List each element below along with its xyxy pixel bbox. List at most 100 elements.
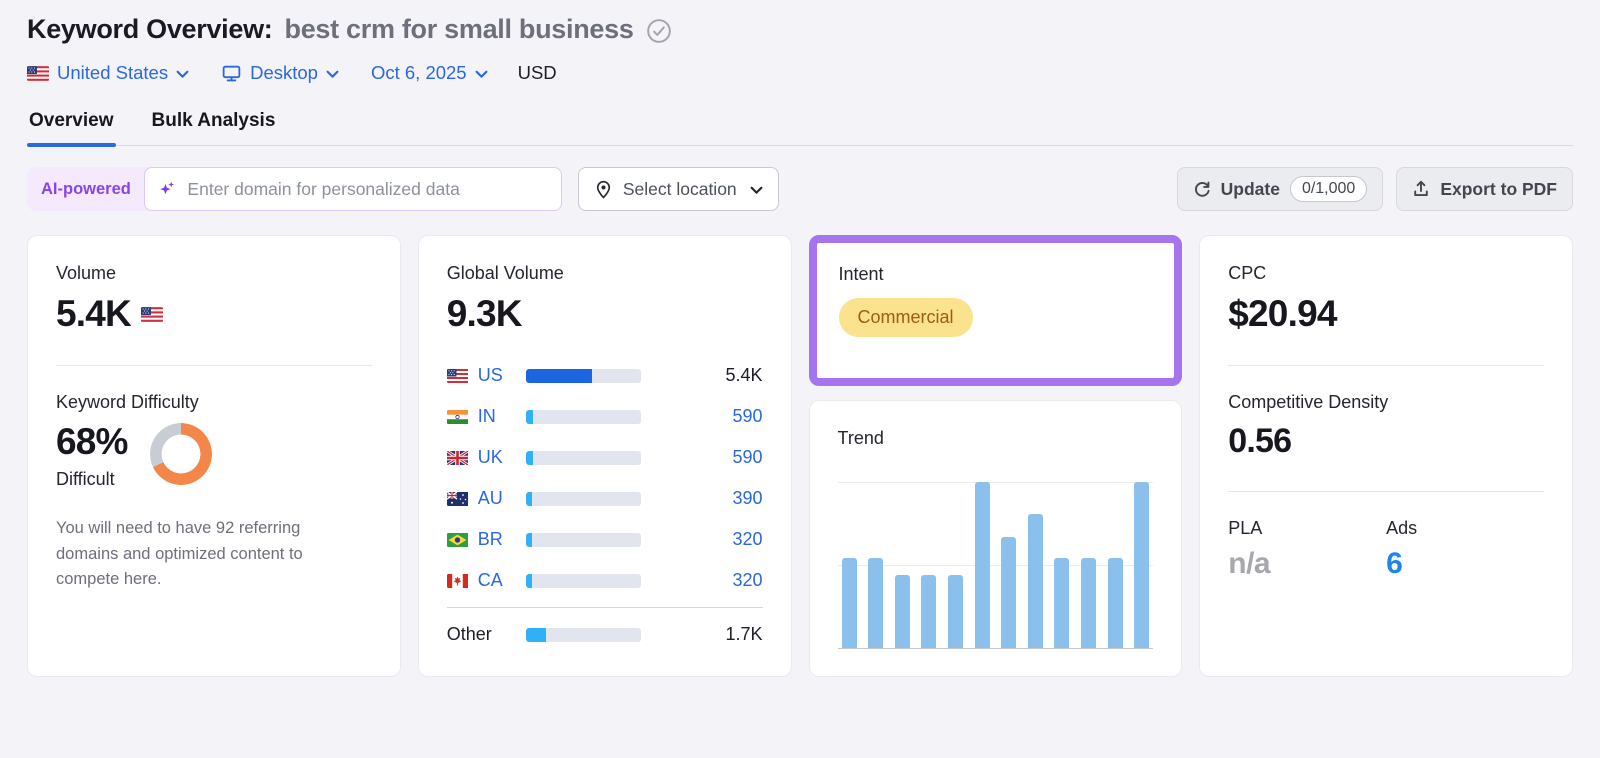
cpc-value: $20.94 — [1228, 293, 1337, 334]
select-location-button[interactable]: Select location — [577, 167, 779, 211]
tab-overview[interactable]: Overview — [27, 110, 116, 147]
trend-bar — [1027, 513, 1043, 648]
trend-label: Trend — [837, 428, 884, 448]
ads-label: Ads — [1386, 518, 1418, 538]
ca-flag-icon — [446, 573, 478, 588]
metrics-grid: Volume 5.4K Keyword Difficulty 68% Diffi… — [27, 235, 1573, 677]
filter-bar: United States Desktop Oct 6, 2025 USD — [27, 62, 1573, 84]
volume-bar — [525, 368, 641, 383]
country-code[interactable]: IN — [477, 406, 496, 426]
volume-bar — [525, 450, 641, 465]
volume-bar-fill — [525, 450, 533, 465]
country-volume-row: US 5.4K — [446, 355, 763, 396]
volume-bar — [525, 409, 641, 424]
export-icon — [1414, 180, 1429, 197]
country-volume-row: IN 590 — [446, 396, 763, 437]
cpc-card: CPC $20.94 Competitive Density 0.56 PLA … — [1199, 235, 1573, 677]
update-label: Update — [1220, 178, 1280, 199]
chevron-down-icon — [475, 70, 488, 78]
trend-bar — [974, 482, 990, 648]
country-volume-value[interactable]: 590 — [732, 406, 763, 426]
difficulty-value: 68% — [56, 421, 128, 462]
country-selector[interactable]: United States — [27, 62, 189, 84]
country-code[interactable]: AU — [477, 488, 503, 508]
export-to-pdf-button[interactable]: Export to PDF — [1396, 167, 1573, 211]
ads-value[interactable]: 6 — [1386, 547, 1403, 580]
au-flag-icon — [446, 491, 478, 506]
update-button[interactable]: Update 0/1,000 — [1176, 167, 1384, 211]
update-quota-badge: 0/1,000 — [1289, 176, 1368, 202]
keyword-text: best crm for small business — [284, 14, 634, 44]
volume-bar-fill — [525, 368, 593, 383]
gridline — [837, 482, 1154, 483]
divider — [1228, 491, 1544, 492]
country-code[interactable]: UK — [477, 447, 503, 467]
country-volume-value[interactable]: 320 — [732, 529, 763, 549]
difficulty-rating: Difficult — [56, 469, 115, 489]
device-selector[interactable]: Desktop — [221, 62, 339, 84]
page-title: Keyword Overview: — [27, 14, 273, 44]
intent-trend-column: Intent Commercial Trend — [808, 235, 1183, 677]
br-flag-icon — [446, 532, 478, 547]
trend-bars — [841, 482, 1150, 648]
divider — [446, 607, 763, 608]
country-volume-value: 1.7K — [725, 624, 763, 644]
volume-bar — [525, 573, 641, 588]
volume-bar-fill — [525, 627, 547, 642]
intent-badge-commercial[interactable]: Commercial — [838, 298, 973, 337]
country-code[interactable]: CA — [477, 570, 503, 590]
country-code[interactable]: US — [477, 365, 503, 385]
country-code[interactable]: BR — [477, 529, 503, 549]
date-selector-label: Oct 6, 2025 — [370, 62, 467, 83]
trend-bar — [1080, 558, 1096, 648]
trend-chart — [837, 482, 1154, 649]
volume-bar-fill — [525, 573, 532, 588]
country-volume-row: AU 390 — [446, 478, 763, 519]
global-volume-card: Global Volume 9.3K US 5.4K IN 590 UK 590 AU 390… — [417, 235, 792, 677]
us-flag-icon — [446, 368, 478, 383]
domain-input[interactable] — [185, 177, 548, 201]
ai-powered-badge: AI-powered — [41, 179, 131, 198]
difficulty-donut-chart — [149, 423, 212, 485]
desktop-icon — [222, 65, 241, 81]
date-selector[interactable]: Oct 6, 2025 — [371, 62, 488, 84]
volume-difficulty-card: Volume 5.4K Keyword Difficulty 68% Diffi… — [27, 235, 401, 677]
country-volume-row: UK 590 — [446, 437, 763, 478]
trend-bar — [894, 574, 910, 648]
volume-bar — [525, 532, 641, 547]
country-volume-value[interactable]: 590 — [732, 447, 763, 467]
uk-flag-icon — [446, 450, 478, 465]
country-volume-value[interactable]: 320 — [732, 570, 763, 590]
trend-bar — [947, 574, 963, 648]
volume-bar-fill — [525, 532, 532, 547]
country-volume-row: Other 1.7K — [447, 614, 763, 655]
chevron-down-icon — [326, 70, 339, 78]
divider — [1228, 365, 1544, 366]
global-volume-value: 9.3K — [446, 293, 523, 334]
volume-bar-fill — [525, 491, 532, 506]
pla-block: PLA n/a — [1228, 518, 1386, 581]
country-volume-value: 5.4K — [725, 365, 763, 385]
trend-bar — [1107, 558, 1123, 648]
trend-bar — [868, 558, 884, 648]
sparkles-icon — [160, 181, 174, 195]
pla-value: n/a — [1228, 547, 1271, 580]
trend-bar — [921, 574, 937, 648]
currency-label: USD — [517, 62, 557, 83]
refresh-icon — [1194, 181, 1210, 197]
pla-ads-row: PLA n/a Ads 6 — [1228, 518, 1544, 581]
volume-value-row: 5.4K — [56, 293, 372, 335]
keyword-difficulty-label: Keyword Difficulty — [56, 392, 199, 412]
volume-bar — [525, 627, 641, 642]
pla-label: PLA — [1228, 518, 1263, 538]
page-header: Keyword Overview: best crm for small bus… — [27, 14, 1573, 45]
difficulty-row: 68% Difficult — [56, 421, 372, 490]
gridline — [837, 565, 1154, 566]
country-volume-value[interactable]: 390 — [732, 488, 763, 508]
ai-powered-group: AI-powered — [27, 167, 562, 211]
volume-bar-fill — [525, 409, 533, 424]
in-flag-icon — [446, 409, 478, 424]
country-volume-row: BR 320 — [446, 519, 763, 560]
export-label: Export to PDF — [1440, 178, 1557, 199]
tab-bulk-analysis[interactable]: Bulk Analysis — [151, 110, 276, 131]
